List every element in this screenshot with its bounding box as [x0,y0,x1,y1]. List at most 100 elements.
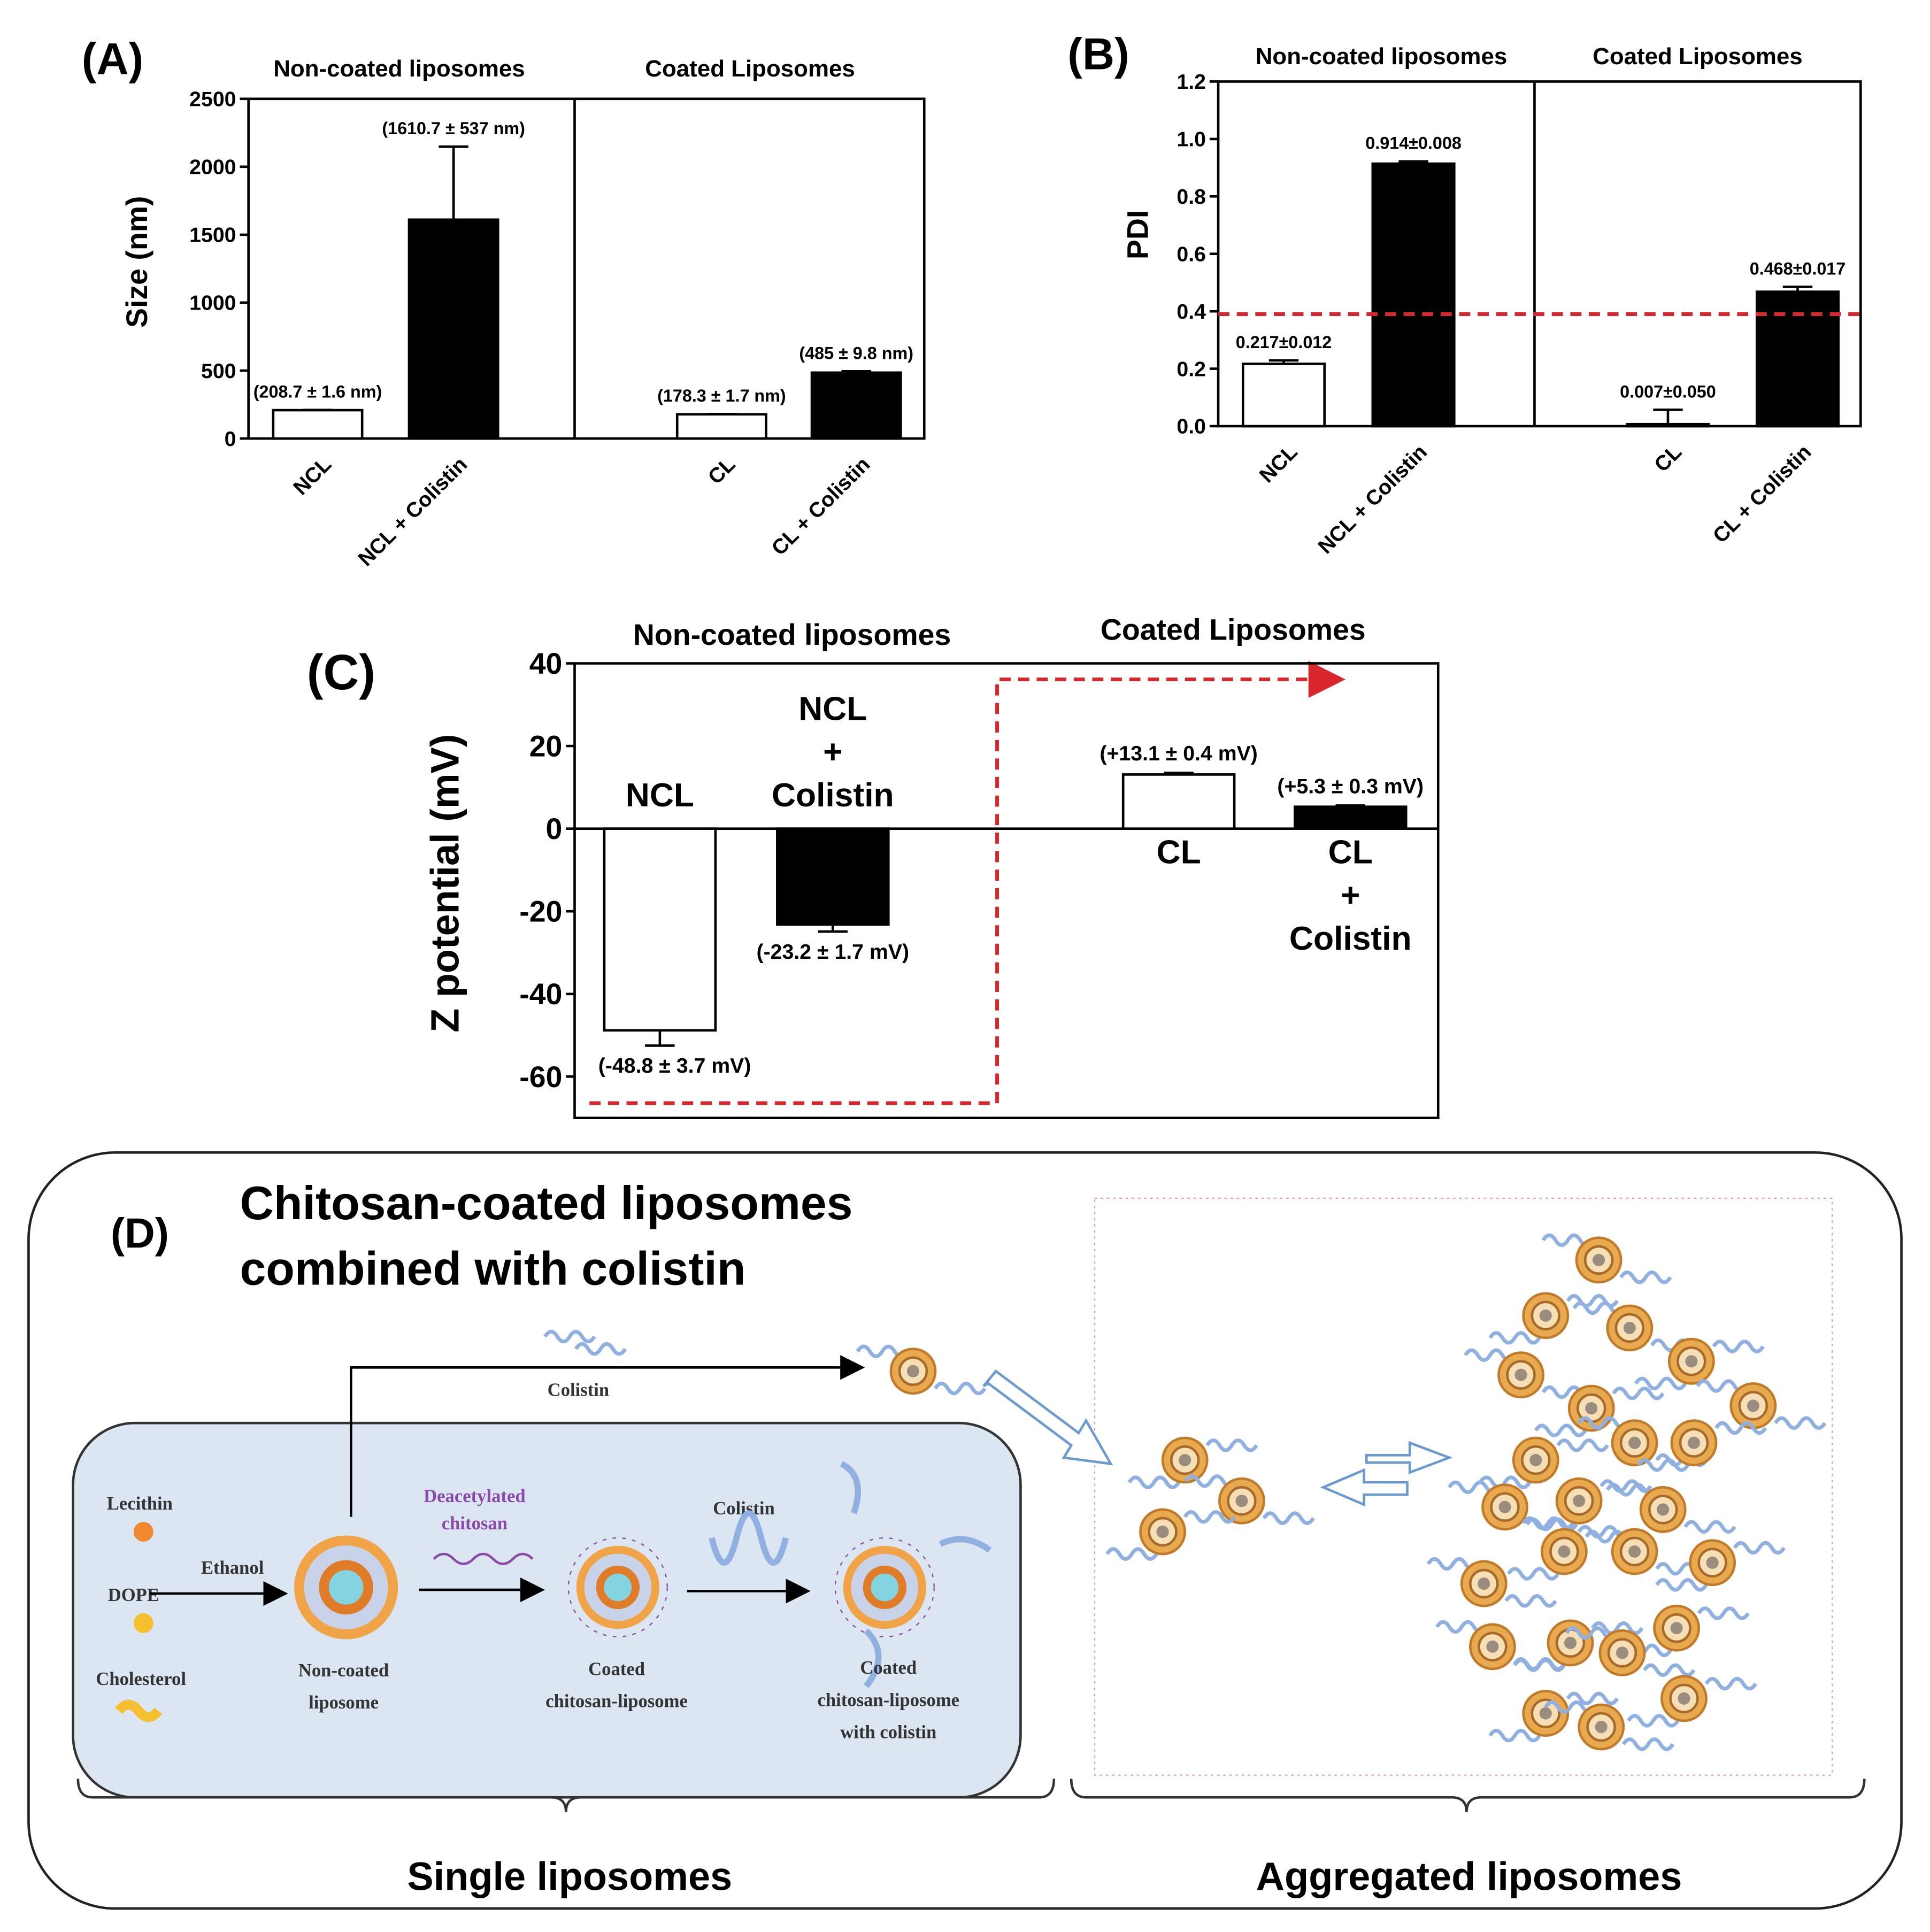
y-tick-label: 0.2 [1177,357,1206,381]
trend-arrow [589,660,1346,1105]
liposome [1524,1691,1568,1736]
error-bar [1653,409,1683,425]
liposome [1655,1606,1699,1650]
liposome [1669,1339,1713,1383]
panel-label: (A) [82,34,143,84]
bar [407,218,499,440]
colistin-icon [1685,1522,1734,1531]
colistin-icon [1644,1665,1694,1675]
colistin-icon [1706,1679,1756,1688]
panel-label: (D) [111,1210,169,1257]
label: liposome [309,1692,379,1713]
liposome [1141,1510,1185,1554]
x-tick-label: CL + Colistin [767,452,874,560]
colistin-icon [1558,1441,1607,1450]
bar [1293,805,1408,830]
big-arrow [982,1369,1113,1466]
cholesterol-icon [114,1699,163,1722]
y-tick-label: 1000 [189,291,236,315]
liposome [1608,1306,1652,1350]
bracket-label: Single liposomes [407,1854,732,1898]
liposome [1498,1353,1543,1397]
y-tick-label: 0.4 [1177,300,1206,324]
liposome [843,1545,926,1629]
y-tick-label: 0 [225,427,236,451]
liposome [1672,1421,1716,1465]
label: Lecithin [107,1494,173,1514]
x-tick-label: NCL + Colistin [353,452,472,571]
x-tick-label: CL + Colistin [1709,440,1816,548]
colistin-icon [1775,1418,1825,1428]
aggregate-box [1094,1197,1833,1776]
bar [1121,773,1236,830]
x-tick-label: CL [1650,440,1686,476]
liposome [294,1535,398,1639]
y-tick-label: 500 [201,359,236,383]
group-label: Non-coated liposomes [633,618,951,651]
colistin-icon [935,1383,985,1393]
label: Deacetylated [424,1486,525,1506]
value-label: 0.468±0.017 [1750,259,1846,278]
liposome [1482,1485,1527,1529]
liposome [1662,1676,1706,1721]
bracket-label: Aggregated liposomes [1256,1854,1682,1898]
value-label: (-48.8 ± 3.7 mV) [598,1054,751,1077]
y-tick-label: 1.0 [1177,128,1206,151]
colistin-icon [709,1510,789,1566]
colistin-icon [1207,1441,1256,1450]
y-tick-label: -20 [519,895,562,928]
colistin-icon [840,1461,992,1688]
panel-label: (C) [307,644,375,700]
liposome [1579,1705,1624,1749]
group-label: Coated Liposomes [645,56,855,82]
colistin-icon [1624,1739,1673,1749]
group-label: Coated Liposomes [1593,43,1803,70]
y-axis-label: Z potential (mV) [422,734,467,1033]
bar [1755,290,1840,428]
panel-label: (B) [1067,29,1129,79]
y-tick-label: -60 [519,1060,562,1094]
x-tick-label: CL + Colistin [1289,834,1412,957]
colistin-icon [1264,1513,1313,1523]
group-label: Non-coated liposomes [1256,43,1508,70]
plot-frame [247,97,926,440]
arrow [350,1355,865,1517]
x-tick-label: NCL + Colistin [1313,440,1432,558]
colistin-icon [576,1344,625,1353]
label: Non-coated [298,1660,389,1681]
group-label: Non-coated liposomes [273,56,525,82]
bar [603,827,717,1032]
colistin-icon [1621,1272,1670,1282]
error-bar [439,145,468,220]
liposome [1462,1561,1506,1606]
label: DOPE [108,1585,159,1605]
liposome [1513,1438,1558,1482]
y-tick-label: 40 [529,647,563,680]
label: Coated [860,1658,917,1678]
bracket [76,1779,1056,1813]
label: Cholesterol [96,1669,186,1689]
colistin-icon [545,1331,594,1341]
colistin-icon [1713,1342,1763,1351]
chitosan-shell [834,1537,935,1638]
y-tick-label: -40 [519,977,562,1011]
x-tick-label: NCL + Colistin [772,690,894,814]
liposome [1731,1383,1775,1428]
bar [272,409,364,440]
x-tick-label: NCL [289,452,336,499]
x-tick-label: CL [1157,834,1201,871]
chitosan-icon [433,1552,534,1565]
chitosan-shell [567,1537,668,1638]
x-tick-label: CL [703,452,740,489]
liposome [1557,1479,1601,1523]
colistin-icon [1699,1608,1748,1618]
value-label: 0.007±0.050 [1620,382,1716,401]
y-tick-label: 20 [529,729,563,763]
bar [1241,363,1326,428]
bar [1626,422,1710,428]
colistin-icon [1506,1596,1555,1606]
label: Coated [588,1659,645,1679]
dope-icon [133,1613,153,1633]
label: chitosan [442,1513,508,1534]
